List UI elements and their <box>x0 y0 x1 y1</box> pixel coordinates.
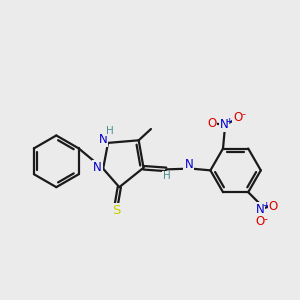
Text: O: O <box>233 111 242 124</box>
Text: S: S <box>112 204 120 217</box>
Text: O: O <box>256 215 265 228</box>
Text: -: - <box>241 109 245 119</box>
Text: N: N <box>256 203 265 216</box>
Text: O: O <box>207 117 216 130</box>
Text: N: N <box>184 158 193 171</box>
Text: H: H <box>106 126 113 136</box>
Text: N: N <box>99 133 107 146</box>
Text: N: N <box>93 160 102 174</box>
Text: O: O <box>269 200 278 213</box>
Text: N: N <box>220 118 229 131</box>
Text: +: + <box>225 117 233 126</box>
Text: +: + <box>262 201 269 210</box>
Text: -: - <box>264 214 268 224</box>
Text: H: H <box>163 172 171 182</box>
